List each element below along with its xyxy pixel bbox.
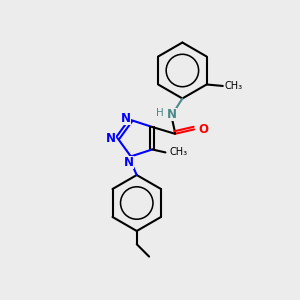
Text: N: N <box>167 108 177 121</box>
Text: H: H <box>156 108 164 118</box>
Text: CH₃: CH₃ <box>224 81 242 91</box>
Text: N: N <box>106 132 116 145</box>
Text: N: N <box>121 112 130 125</box>
Text: CH₃: CH₃ <box>170 147 188 158</box>
Text: O: O <box>199 123 208 136</box>
Text: N: N <box>124 156 134 169</box>
